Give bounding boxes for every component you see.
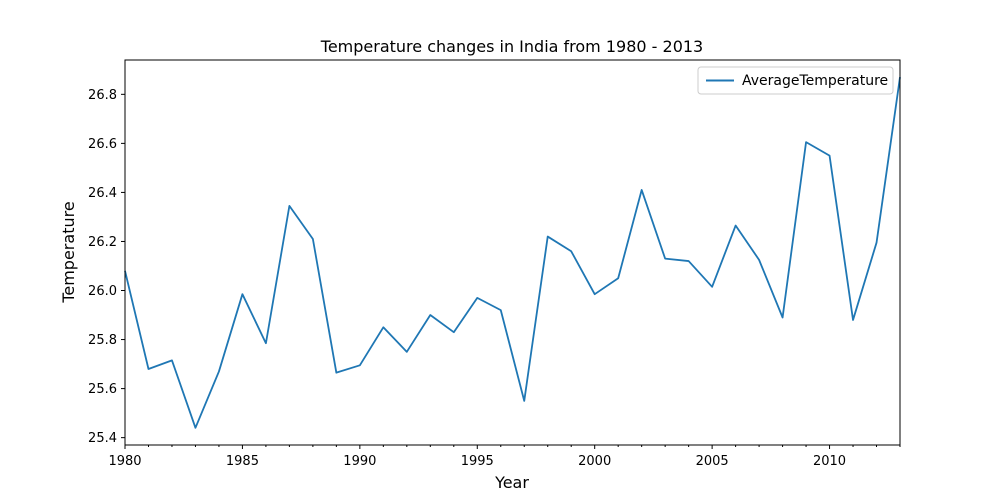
x-tick-label: 2005	[696, 454, 729, 469]
legend-label: AverageTemperature	[742, 73, 888, 89]
y-tick-label: 25.4	[88, 431, 117, 446]
y-tick-label: 26.2	[88, 235, 117, 250]
x-tick-label: 2000	[578, 454, 611, 469]
y-tick-label: 26.4	[88, 186, 117, 201]
legend-box	[697, 66, 894, 95]
x-tick-label: 1990	[343, 454, 376, 469]
x-tick-label: 1995	[461, 454, 494, 469]
y-tick-label: 26.0	[88, 284, 117, 299]
series-layer	[124, 77, 901, 429]
x-tick-label: 1985	[226, 454, 259, 469]
y-axis-ticks: 25.4 25.6 25.8 26.0 26.2 26.4 26.6 26.8	[88, 88, 125, 446]
x-axis-ticks: 1980 1985 1990 1995 2000 2005 2010	[108, 445, 901, 469]
x-axis-label: Year	[494, 473, 529, 492]
legend: AverageTemperature	[697, 66, 894, 95]
y-tick-label: 25.8	[88, 333, 117, 348]
series-line-averagetemperature	[124, 77, 901, 429]
x-tick-label: 1980	[108, 454, 141, 469]
x-tick-label: 2010	[813, 454, 846, 469]
y-tick-label: 26.8	[88, 88, 117, 103]
y-tick-label: 26.6	[88, 137, 117, 152]
y-tick-label: 25.6	[88, 382, 117, 397]
plot-frame	[124, 59, 901, 446]
chart-title: Temperature changes in India from 1980 -…	[320, 37, 703, 56]
y-axis-label: Temperature	[59, 201, 78, 303]
